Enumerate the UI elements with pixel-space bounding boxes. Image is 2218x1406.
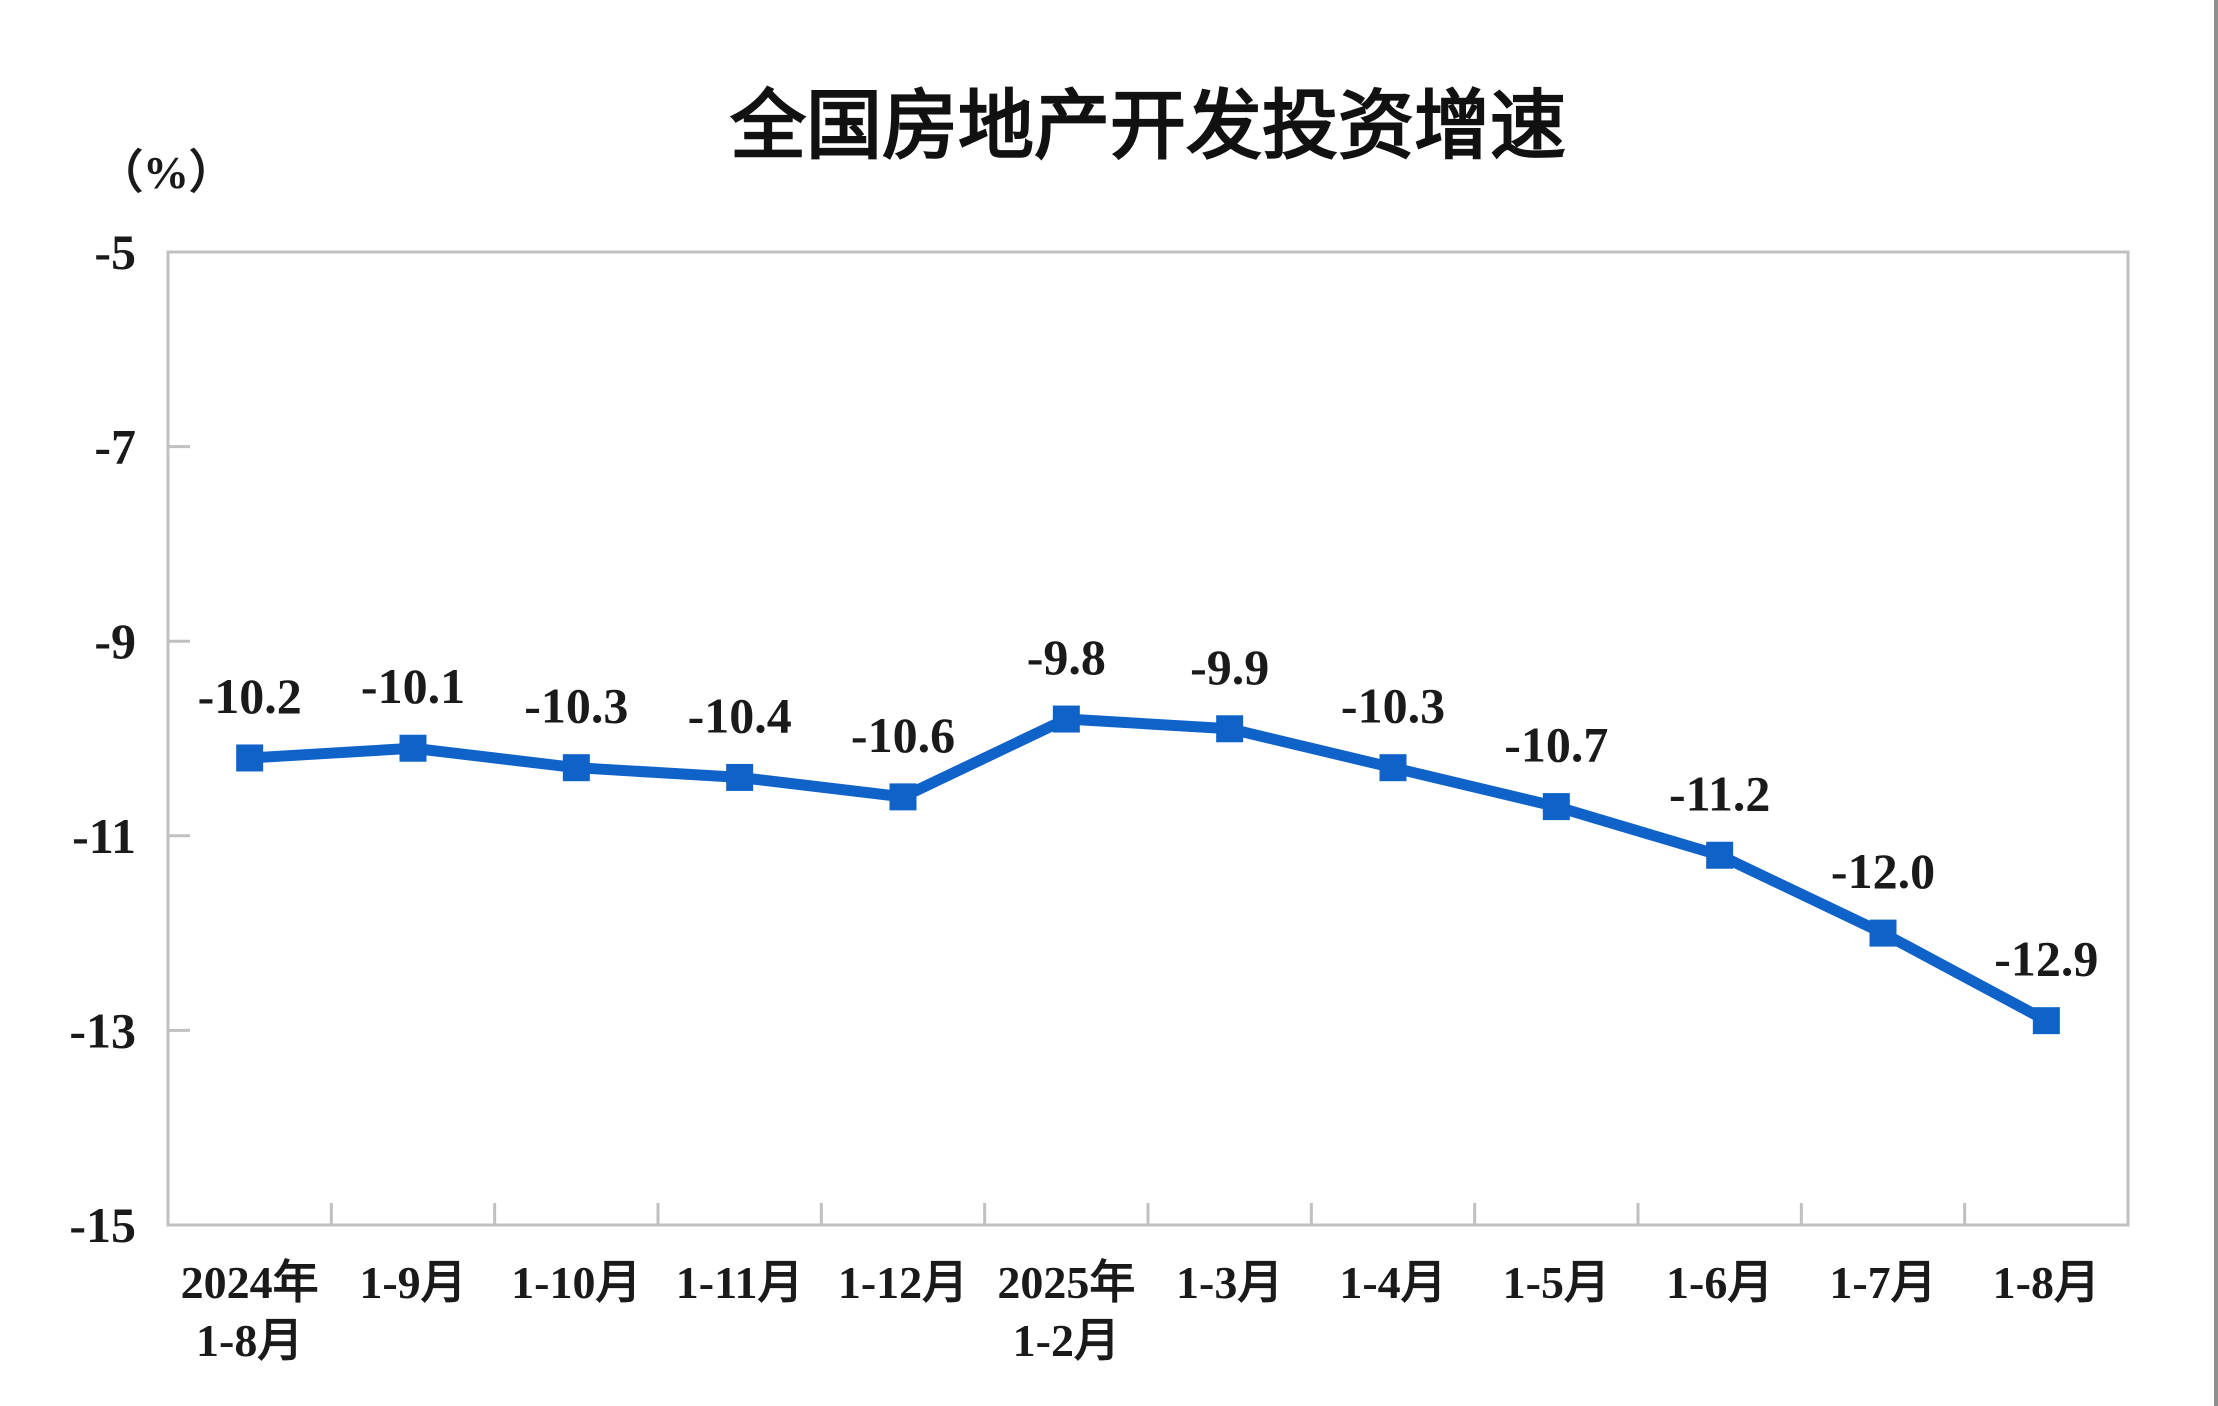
- y-axis-unit-label: （%）: [97, 147, 235, 198]
- data-point-label: -10.3: [524, 678, 628, 734]
- data-point-marker: [1052, 705, 1080, 733]
- x-axis-category-label: 1-6月: [1666, 1257, 1773, 1308]
- x-axis-category-label: 1-3月: [1176, 1257, 1283, 1308]
- x-axis-category-label: 1-8月: [196, 1315, 303, 1366]
- x-axis-category-label: 1-8月: [1993, 1257, 2100, 1308]
- y-axis-tick-label: -7: [94, 419, 136, 475]
- data-point-label: -10.6: [851, 707, 955, 763]
- x-axis-category-label: 2025年: [997, 1257, 1135, 1308]
- x-axis-category-label: 1-5月: [1503, 1257, 1610, 1308]
- data-point-marker: [2032, 1007, 2060, 1035]
- data-point-marker: [236, 744, 264, 772]
- chart-title: 全国房地产开发投资增速: [729, 85, 1566, 169]
- x-axis-category-label: 1-9月: [359, 1257, 466, 1308]
- x-axis-category-label: 1-11月: [676, 1257, 804, 1308]
- data-point-label: -10.7: [1504, 717, 1608, 773]
- data-point-label: -9.8: [1027, 629, 1106, 685]
- data-point-marker: [1542, 793, 1570, 821]
- data-point-marker: [1869, 919, 1897, 947]
- y-axis-tick-label: -5: [94, 224, 136, 280]
- y-axis-tick-label: -13: [69, 1002, 136, 1058]
- x-axis-category-label: 1-4月: [1339, 1257, 1446, 1308]
- x-axis-category-label: 1-7月: [1829, 1257, 1936, 1308]
- data-point-label: -11.2: [1669, 765, 1770, 821]
- plot-border: [166, 250, 2130, 1227]
- data-point-label: -9.9: [1190, 639, 1269, 695]
- data-point-label: -10.2: [198, 668, 302, 724]
- data-point-marker: [1706, 841, 1734, 869]
- data-point-label: -10.4: [688, 687, 792, 743]
- data-point-marker: [726, 763, 754, 791]
- data-point-marker: [1379, 754, 1407, 782]
- y-axis-tick-label: -9: [94, 613, 136, 669]
- data-point-label: -12.0: [1831, 843, 1935, 899]
- y-axis-tick-label: -11: [72, 808, 136, 864]
- data-point-label: -12.9: [1994, 931, 2098, 987]
- page-right-border: [2214, 0, 2218, 1406]
- x-axis-category-label: 1-12月: [838, 1257, 968, 1308]
- data-point-label: -10.1: [361, 658, 465, 714]
- data-point-marker: [889, 783, 917, 811]
- data-point-marker: [562, 754, 590, 782]
- data-point-marker: [1216, 715, 1244, 743]
- y-axis-tick-label: -15: [69, 1197, 136, 1253]
- x-axis-category-label: 1-10月: [511, 1257, 641, 1308]
- x-axis-category-label: 1-2月: [1013, 1315, 1120, 1366]
- data-point-marker: [399, 734, 427, 762]
- series-line: [244, 713, 2052, 1027]
- data-point-label: -10.3: [1341, 678, 1445, 734]
- x-axis-category-label: 2024年: [181, 1257, 319, 1308]
- plot-area: -5 -7 -9 -11 -13 -15 2024年 1-8月 1-9月 1-10月 1-11月 1-…: [69, 224, 2130, 1366]
